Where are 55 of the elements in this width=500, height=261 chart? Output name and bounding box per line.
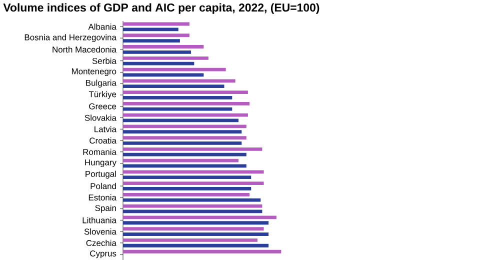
bar: [123, 221, 269, 225]
y-tick-label: Montenegro: [72, 68, 116, 76]
bar: [123, 193, 250, 196]
bar: [123, 136, 246, 140]
y-tick-label: Portugal: [86, 170, 116, 179]
bar: [123, 147, 262, 151]
bar: [123, 107, 232, 111]
bar: [123, 56, 208, 60]
y-tick-label: Croatia: [90, 137, 116, 144]
y-tick-label: Spain: [95, 204, 116, 213]
bar: [123, 232, 269, 236]
bar: [123, 176, 252, 180]
bar: [123, 152, 246, 156]
y-tick-label: Türkiye: [88, 91, 116, 99]
bar: [123, 28, 178, 32]
bar: [123, 118, 238, 122]
chart-title: Volume indices of GDP and AIC per capita, 2022, (EU=100): [3, 3, 320, 14]
y-tick-label: Slovenia: [84, 228, 116, 235]
bar: [123, 96, 232, 100]
bar: [123, 182, 264, 186]
bar: [123, 142, 242, 145]
bar: [123, 45, 204, 48]
bar: [123, 90, 248, 94]
bar: [123, 73, 204, 77]
bar: [123, 79, 236, 83]
bar: [123, 130, 242, 134]
bar: [123, 204, 262, 208]
bar: [123, 250, 282, 254]
y-tick-label: Lithuania: [82, 217, 116, 224]
bar: [123, 244, 269, 248]
y-tick-label: Estonia: [88, 194, 116, 201]
bar: [123, 158, 238, 162]
y-tick-label: Latvia: [94, 126, 116, 132]
bar: [123, 39, 180, 42]
bar: [123, 198, 261, 202]
y-tick-label: Czechia: [86, 240, 116, 246]
bar: [123, 124, 246, 128]
bar: [123, 227, 264, 231]
y-tick-label: Slovakia: [84, 114, 116, 121]
y-tick-label: Hungary: [85, 159, 116, 168]
bar: [123, 84, 224, 88]
y-tick-label: Cyprus: [90, 250, 116, 258]
y-tick-label: Greece: [89, 103, 116, 110]
y-tick-label: Poland: [90, 182, 116, 190]
y-tick-label: Bosnia and Herzegovina: [24, 34, 116, 42]
bar: [123, 102, 250, 106]
bar: [123, 187, 252, 190]
bar: [123, 50, 192, 54]
bar: [123, 34, 190, 38]
y-tick-label: North Macedonia: [52, 46, 116, 53]
y-tick-label: Bulgaria: [86, 80, 116, 88]
y-tick-label: Romania: [83, 148, 116, 155]
y-tick-label: Albania: [88, 24, 116, 30]
bar: [123, 238, 258, 242]
y-tick-label: Serbia: [92, 58, 116, 64]
